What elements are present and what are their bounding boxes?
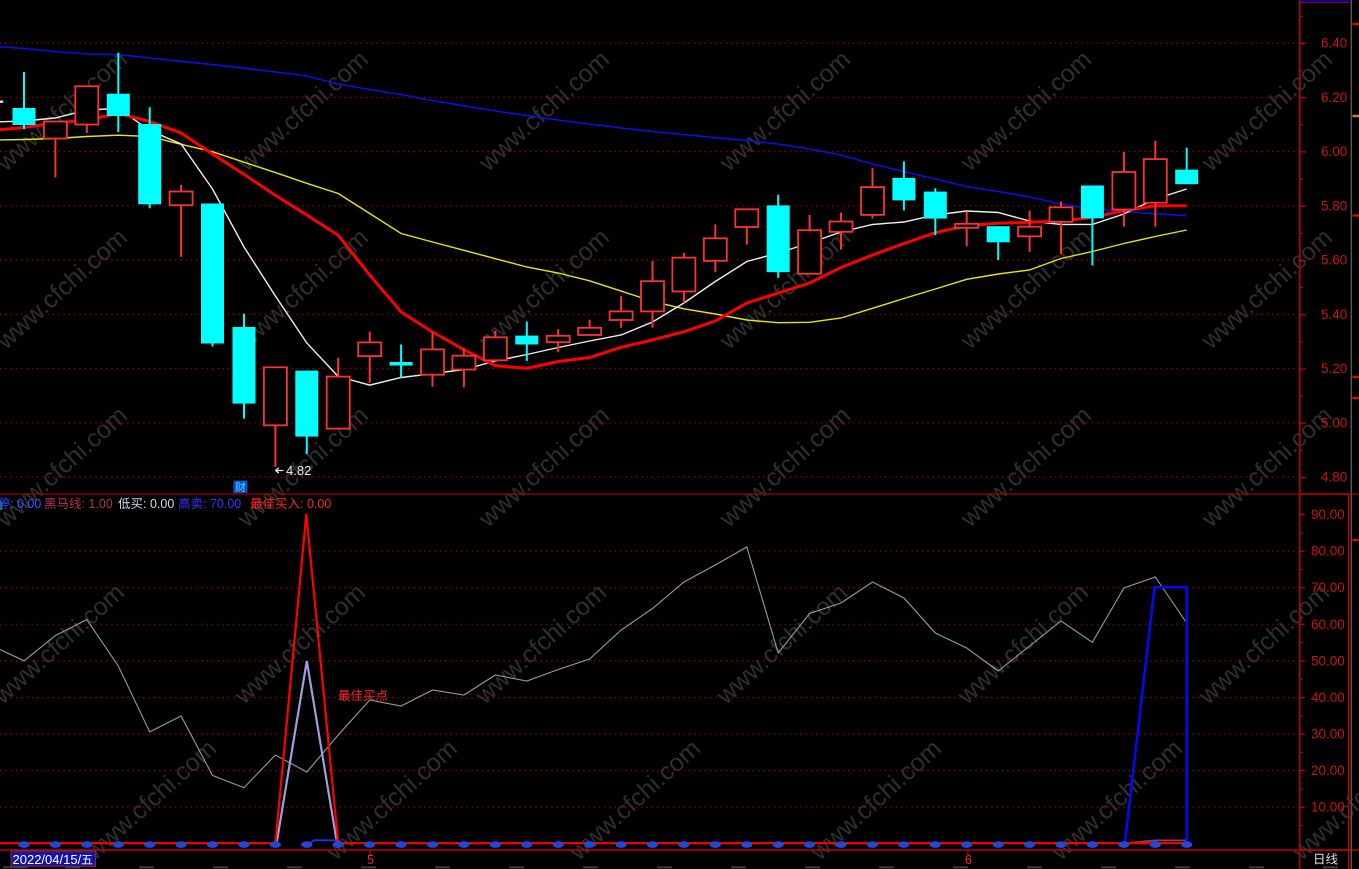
svg-text:50.00: 50.00 [1311,653,1345,668]
svg-text:5.00: 5.00 [1321,415,1347,430]
svg-text:: 70.00: : 70.00 [203,497,241,511]
svg-text:5.60: 5.60 [1321,253,1347,268]
svg-text:20.00: 20.00 [1311,763,1345,778]
svg-text:5.20: 5.20 [1321,361,1347,376]
svg-text:80.00: 80.00 [1311,544,1345,559]
svg-text:2022/04/15/: 2022/04/15/ [13,852,82,867]
svg-text:5: 5 [367,853,374,867]
svg-text:40.00: 40.00 [1311,690,1345,705]
svg-text:6.20: 6.20 [1321,90,1347,105]
svg-text:6: 6 [965,853,972,867]
svg-text:60.00: 60.00 [1311,617,1345,632]
svg-text:6.40: 6.40 [1321,36,1347,51]
svg-text:90.00: 90.00 [1311,507,1345,522]
svg-text:: 0.00: : 0.00 [10,497,41,511]
svg-text:10.00: 10.00 [1311,800,1345,815]
svg-text:: 0.00: : 0.00 [300,497,331,511]
svg-text:5.40: 5.40 [1321,307,1347,322]
svg-text:4.80: 4.80 [1321,470,1347,485]
svg-text:30.00: 30.00 [1311,727,1345,742]
svg-text:: 0.00: : 0.00 [143,497,174,511]
svg-text:: 1.00: : 1.00 [82,497,113,511]
svg-text:5.80: 5.80 [1321,198,1347,213]
svg-text:4.82: 4.82 [286,463,311,478]
svg-text:6.00: 6.00 [1321,144,1347,159]
svg-text:70.00: 70.00 [1311,580,1345,595]
